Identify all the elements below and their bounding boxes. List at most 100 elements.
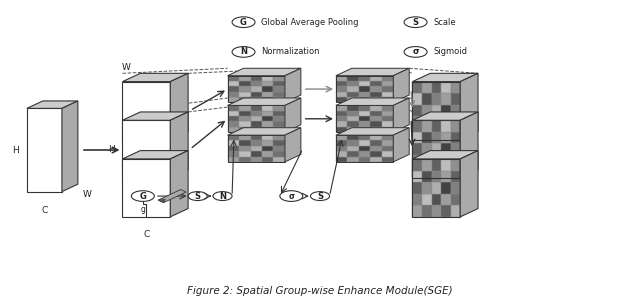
Polygon shape xyxy=(451,82,460,93)
Polygon shape xyxy=(336,128,409,135)
Polygon shape xyxy=(285,68,301,102)
Polygon shape xyxy=(382,105,394,111)
Polygon shape xyxy=(441,205,451,217)
Polygon shape xyxy=(382,157,394,162)
Polygon shape xyxy=(441,143,451,155)
Polygon shape xyxy=(412,116,422,128)
Polygon shape xyxy=(451,143,460,155)
Polygon shape xyxy=(431,167,441,178)
Polygon shape xyxy=(228,76,239,81)
Polygon shape xyxy=(336,157,348,162)
Polygon shape xyxy=(250,81,262,86)
Polygon shape xyxy=(441,105,451,116)
Text: S: S xyxy=(413,18,419,27)
Polygon shape xyxy=(273,140,285,146)
Polygon shape xyxy=(348,116,359,122)
Polygon shape xyxy=(170,151,188,217)
Polygon shape xyxy=(394,98,409,132)
Polygon shape xyxy=(382,92,394,97)
Polygon shape xyxy=(441,82,451,93)
Polygon shape xyxy=(250,76,262,81)
Polygon shape xyxy=(239,92,250,97)
Polygon shape xyxy=(359,146,371,151)
Polygon shape xyxy=(158,190,186,202)
Polygon shape xyxy=(250,127,262,132)
Polygon shape xyxy=(262,122,273,127)
Polygon shape xyxy=(359,111,371,116)
Polygon shape xyxy=(239,76,250,81)
Polygon shape xyxy=(239,81,250,86)
Polygon shape xyxy=(422,170,431,182)
Polygon shape xyxy=(228,140,239,146)
Polygon shape xyxy=(239,157,250,162)
Polygon shape xyxy=(412,159,422,170)
Polygon shape xyxy=(431,82,441,93)
Polygon shape xyxy=(250,86,262,92)
Text: N: N xyxy=(219,192,226,201)
Polygon shape xyxy=(348,76,359,81)
Text: σ: σ xyxy=(289,192,294,201)
Polygon shape xyxy=(273,105,285,111)
Polygon shape xyxy=(460,112,478,178)
Polygon shape xyxy=(348,97,359,102)
Polygon shape xyxy=(382,97,394,102)
Text: Normalization: Normalization xyxy=(261,47,320,56)
Polygon shape xyxy=(273,86,285,92)
Polygon shape xyxy=(228,122,239,127)
Polygon shape xyxy=(412,182,422,194)
Polygon shape xyxy=(336,76,348,81)
Polygon shape xyxy=(359,127,371,132)
Polygon shape xyxy=(239,86,250,92)
Polygon shape xyxy=(412,120,422,132)
Polygon shape xyxy=(431,93,441,105)
Polygon shape xyxy=(412,170,422,182)
Polygon shape xyxy=(371,81,382,86)
Polygon shape xyxy=(431,205,441,217)
Polygon shape xyxy=(422,182,431,194)
Polygon shape xyxy=(382,111,394,116)
Polygon shape xyxy=(27,108,62,192)
Polygon shape xyxy=(431,105,441,116)
Polygon shape xyxy=(412,105,422,116)
Polygon shape xyxy=(441,170,451,182)
Polygon shape xyxy=(412,143,422,155)
Polygon shape xyxy=(273,122,285,127)
Text: S: S xyxy=(317,192,323,201)
Polygon shape xyxy=(441,116,451,128)
Polygon shape xyxy=(441,167,451,178)
Polygon shape xyxy=(228,146,239,151)
Polygon shape xyxy=(412,93,422,105)
Text: W: W xyxy=(121,63,130,72)
Polygon shape xyxy=(262,127,273,132)
Polygon shape xyxy=(239,116,250,122)
Polygon shape xyxy=(262,86,273,92)
Text: Scale: Scale xyxy=(433,18,456,27)
Polygon shape xyxy=(359,76,371,81)
Polygon shape xyxy=(431,116,441,128)
Polygon shape xyxy=(422,128,431,140)
Polygon shape xyxy=(412,155,422,166)
Polygon shape xyxy=(273,111,285,116)
Polygon shape xyxy=(228,86,239,92)
Polygon shape xyxy=(170,73,188,140)
Text: N: N xyxy=(240,47,247,56)
Polygon shape xyxy=(431,170,441,182)
Polygon shape xyxy=(262,97,273,102)
Polygon shape xyxy=(122,151,188,159)
Polygon shape xyxy=(359,81,371,86)
Polygon shape xyxy=(451,105,460,116)
Polygon shape xyxy=(359,86,371,92)
Polygon shape xyxy=(451,93,460,105)
Polygon shape xyxy=(122,120,170,178)
Polygon shape xyxy=(422,120,431,132)
Text: C: C xyxy=(41,206,47,215)
Polygon shape xyxy=(250,92,262,97)
Polygon shape xyxy=(273,127,285,132)
Polygon shape xyxy=(62,101,78,192)
Polygon shape xyxy=(228,105,239,111)
Polygon shape xyxy=(273,81,285,86)
Polygon shape xyxy=(431,182,441,194)
Polygon shape xyxy=(239,146,250,151)
Polygon shape xyxy=(371,127,382,132)
Text: Global Average Pooling: Global Average Pooling xyxy=(261,18,359,27)
